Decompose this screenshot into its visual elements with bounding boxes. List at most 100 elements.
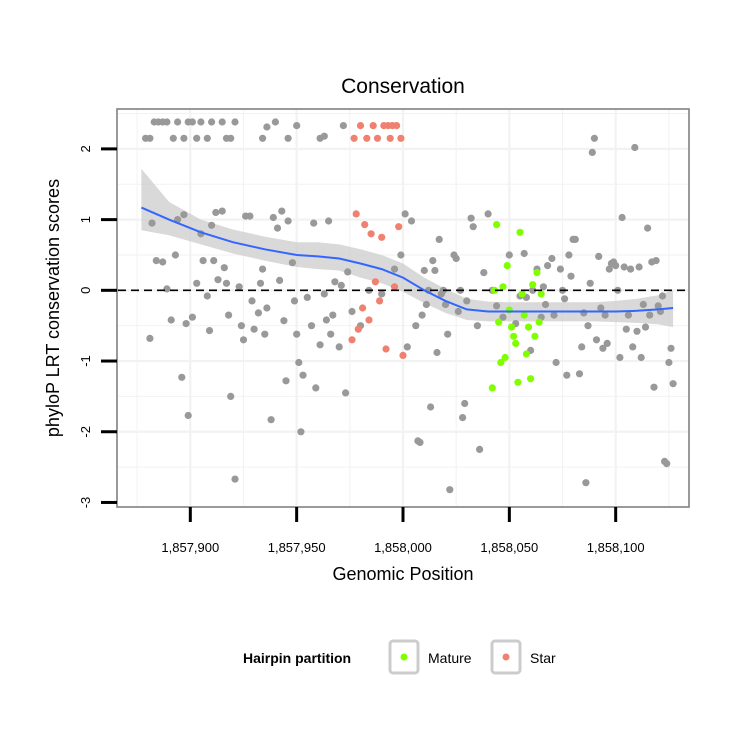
point-other: [582, 479, 590, 487]
point-mature: [533, 269, 541, 277]
point-other: [193, 134, 201, 142]
point-star: [369, 122, 377, 130]
point-other: [188, 313, 196, 321]
point-other: [565, 251, 573, 259]
point-other: [169, 134, 177, 142]
point-other: [208, 221, 216, 229]
point-mature: [527, 375, 535, 383]
point-star: [363, 134, 371, 142]
point-other: [435, 235, 443, 243]
x-axis-title: Genomic Position: [332, 564, 473, 584]
point-other: [588, 148, 596, 156]
point-other: [146, 334, 154, 342]
point-other: [620, 263, 628, 271]
point-other: [348, 307, 356, 316]
point-other: [401, 210, 409, 218]
y-tick-label: 1: [78, 216, 93, 223]
point-star: [376, 297, 384, 305]
point-mature: [535, 318, 543, 326]
point-other: [378, 290, 386, 298]
point-other: [427, 403, 435, 411]
point-other: [639, 300, 647, 309]
point-star: [378, 233, 386, 241]
point-other: [429, 257, 437, 265]
point-other: [218, 118, 226, 126]
point-other: [316, 341, 324, 349]
point-other: [505, 251, 513, 259]
point-other: [567, 272, 575, 280]
point-other: [284, 134, 292, 142]
point-mature: [501, 353, 509, 362]
point-other: [342, 389, 350, 397]
x-tick-label: 1,857,900: [161, 540, 219, 555]
point-mature: [531, 332, 539, 340]
point-other: [222, 279, 231, 287]
point-star: [397, 134, 405, 142]
point-mature: [493, 221, 501, 229]
point-other: [339, 122, 347, 130]
point-other: [325, 217, 333, 225]
x-tick-label: 1,857,950: [268, 540, 326, 555]
point-other: [307, 322, 316, 330]
smooth-trend-line: [141, 206, 674, 313]
point-other: [520, 249, 528, 258]
point-mature: [490, 286, 499, 294]
point-other: [148, 219, 156, 227]
point-other: [250, 325, 258, 333]
point-other: [463, 297, 471, 305]
point-other: [261, 330, 269, 338]
point-other: [254, 309, 262, 317]
point-other: [650, 383, 658, 391]
point-other: [633, 327, 641, 335]
point-other: [263, 123, 271, 131]
point-other: [473, 322, 481, 330]
point-other: [290, 297, 299, 305]
point-other: [212, 208, 220, 217]
point-other: [310, 219, 318, 227]
point-other: [329, 311, 337, 319]
point-other: [586, 279, 594, 287]
point-other: [461, 399, 469, 408]
point-other: [665, 358, 673, 367]
point-star: [365, 316, 373, 324]
point-other: [267, 416, 275, 424]
point-other: [167, 316, 175, 324]
point-other: [159, 258, 167, 266]
point-other: [571, 235, 579, 243]
point-other: [550, 311, 558, 319]
point-mature: [524, 323, 533, 331]
point-other: [631, 143, 639, 152]
point-other: [663, 460, 671, 468]
point-mature: [503, 262, 511, 270]
legend-label-star: Star: [530, 650, 556, 666]
point-other: [605, 265, 613, 273]
point-other: [431, 266, 439, 275]
point-other: [295, 358, 303, 367]
point-other: [422, 300, 430, 309]
point-other: [180, 134, 188, 142]
point-other: [580, 309, 588, 317]
point-other: [276, 276, 284, 284]
point-other: [171, 251, 179, 259]
point-other: [273, 224, 282, 232]
point-other: [327, 330, 335, 338]
point-other: [541, 300, 550, 309]
point-mature: [495, 318, 503, 326]
point-other: [476, 445, 484, 453]
point-other: [210, 257, 218, 265]
legend-title: Hairpin partition: [243, 650, 351, 666]
y-tick-label: -1: [78, 355, 93, 367]
point-other: [337, 281, 345, 289]
point-other: [231, 118, 239, 126]
point-other: [331, 278, 339, 286]
point-other: [282, 377, 290, 385]
point-other: [624, 311, 633, 319]
y-axis: -3 -2 -1 0 1 2: [78, 145, 117, 508]
point-other: [152, 257, 160, 265]
point-other: [174, 118, 182, 126]
point-other: [612, 262, 620, 270]
point-other: [280, 317, 288, 325]
point-other: [320, 290, 328, 298]
point-other: [578, 343, 586, 351]
point-other: [597, 304, 605, 312]
